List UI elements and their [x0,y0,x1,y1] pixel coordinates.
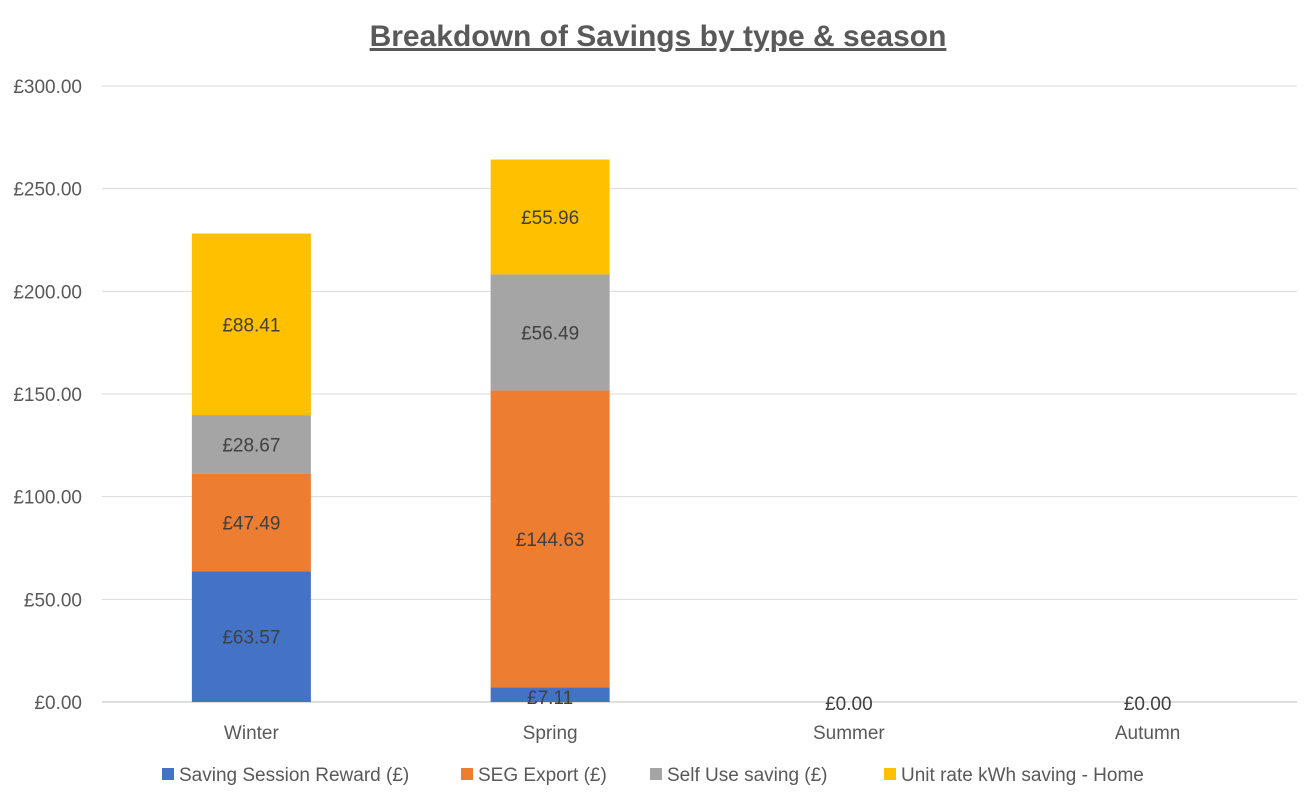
x-tick-label-winter: Winter [224,723,280,744]
legend-swatch-1 [461,768,473,780]
y-tick-label-0: £0.00 [34,693,82,714]
x-tick-label-summer: Summer [813,723,885,744]
legend-item-3: Unit rate kWh saving - Home [884,765,1144,786]
legend-label-1: SEG Export (£) [478,765,607,786]
bar-winter-series-2 [191,415,311,474]
bar-spring-series-3 [490,159,610,275]
y-tick-label-2: £100.00 [13,488,82,509]
data-label-winter-series-2: £28.67 [222,436,280,457]
y-tick-label-5: £250.00 [13,180,82,201]
bar-spring-series-1 [490,390,610,688]
x-tick-label-spring: Spring [523,723,578,744]
bar-spring-series-2 [490,274,610,391]
y-tick-label-3: £150.00 [13,385,82,406]
bar-winter-series-1 [191,473,311,572]
bar-spring-series-0 [490,687,610,702]
x-tick-label-autumn: Autumn [1115,723,1180,744]
legend-label-3: Unit rate kWh saving - Home [901,765,1144,786]
legend: Saving Session Reward (£) SEG Export (£) S… [162,765,1144,786]
data-label-spring-series-3: £55.96 [521,208,579,229]
y-tick-label-4: £200.00 [13,282,82,303]
data-label-winter-series-3: £88.41 [222,315,280,336]
data-labels: £63.57 £47.49 £28.67 £88.41 £7.11 £144.63 £56.… [222,208,1171,715]
y-tick-label-1: £50.00 [24,590,82,611]
data-label-winter-series-1: £47.49 [222,514,280,535]
data-label-autumn-series-0: £0.00 [1124,694,1172,715]
data-label-spring-series-0: £7.11 [527,688,573,709]
legend-label-2: Self Use saving (£) [667,765,828,786]
legend-swatch-0 [162,768,174,780]
legend-swatch-2 [650,768,662,780]
data-label-summer-series-0: £0.00 [825,694,873,715]
data-label-winter-series-0: £63.57 [222,628,280,649]
bar-winter-series-3 [191,233,311,416]
bars [191,159,610,702]
legend-label-0: Saving Session Reward (£) [179,765,409,786]
legend-item-2: Self Use saving (£) [650,765,828,786]
legend-item-1: SEG Export (£) [461,765,607,786]
chart-title: Breakdown of Savings by type & season [370,20,947,53]
x-axis-ticks: Winter Spring Summer Autumn [224,723,1180,744]
legend-swatch-3 [884,768,896,780]
y-tick-label-6: £300.00 [13,77,82,98]
data-label-spring-series-1: £144.63 [516,530,585,551]
y-axis-ticks: £0.00 £50.00 £100.00 £150.00 £200.00 £250.00 £… [13,77,82,714]
bar-winter-series-0 [191,571,311,702]
data-label-spring-series-2: £56.49 [521,323,579,344]
legend-item-0: Saving Session Reward (£) [162,765,409,786]
